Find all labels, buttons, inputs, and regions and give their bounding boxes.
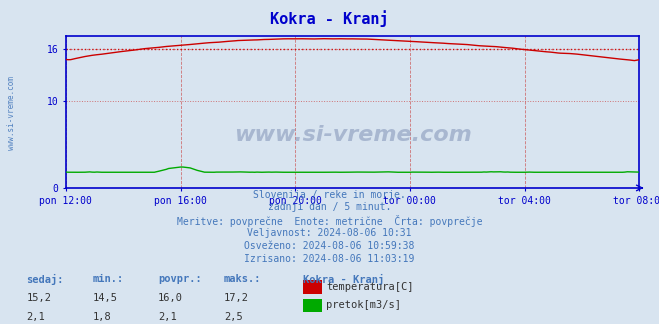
Text: 1,8: 1,8 bbox=[92, 312, 111, 322]
Text: 15,2: 15,2 bbox=[26, 293, 51, 303]
Text: Veljavnost: 2024-08-06 10:31: Veljavnost: 2024-08-06 10:31 bbox=[247, 228, 412, 238]
Text: pretok[m3/s]: pretok[m3/s] bbox=[326, 300, 401, 310]
Text: 14,5: 14,5 bbox=[92, 293, 117, 303]
Text: temperatura[C]: temperatura[C] bbox=[326, 282, 414, 292]
Text: Kokra - Kranj: Kokra - Kranj bbox=[303, 274, 384, 285]
Text: 2,5: 2,5 bbox=[224, 312, 243, 322]
Text: 17,2: 17,2 bbox=[224, 293, 249, 303]
Text: 2,1: 2,1 bbox=[26, 312, 45, 322]
Text: 16,0: 16,0 bbox=[158, 293, 183, 303]
Text: www.si-vreme.com: www.si-vreme.com bbox=[234, 125, 471, 145]
Text: Kokra - Kranj: Kokra - Kranj bbox=[270, 10, 389, 27]
Text: 2,1: 2,1 bbox=[158, 312, 177, 322]
Text: Meritve: povprečne  Enote: metrične  Črta: povprečje: Meritve: povprečne Enote: metrične Črta:… bbox=[177, 215, 482, 227]
Text: povpr.:: povpr.: bbox=[158, 274, 202, 284]
Text: zadnji dan / 5 minut.: zadnji dan / 5 minut. bbox=[268, 202, 391, 213]
Text: min.:: min.: bbox=[92, 274, 123, 284]
Text: www.si-vreme.com: www.si-vreme.com bbox=[7, 76, 16, 150]
Text: sedaj:: sedaj: bbox=[26, 274, 64, 285]
Text: Izrisano: 2024-08-06 11:03:19: Izrisano: 2024-08-06 11:03:19 bbox=[244, 254, 415, 264]
Text: Osveženo: 2024-08-06 10:59:38: Osveženo: 2024-08-06 10:59:38 bbox=[244, 241, 415, 251]
Text: Slovenija / reke in morje.: Slovenija / reke in morje. bbox=[253, 190, 406, 200]
Text: maks.:: maks.: bbox=[224, 274, 262, 284]
